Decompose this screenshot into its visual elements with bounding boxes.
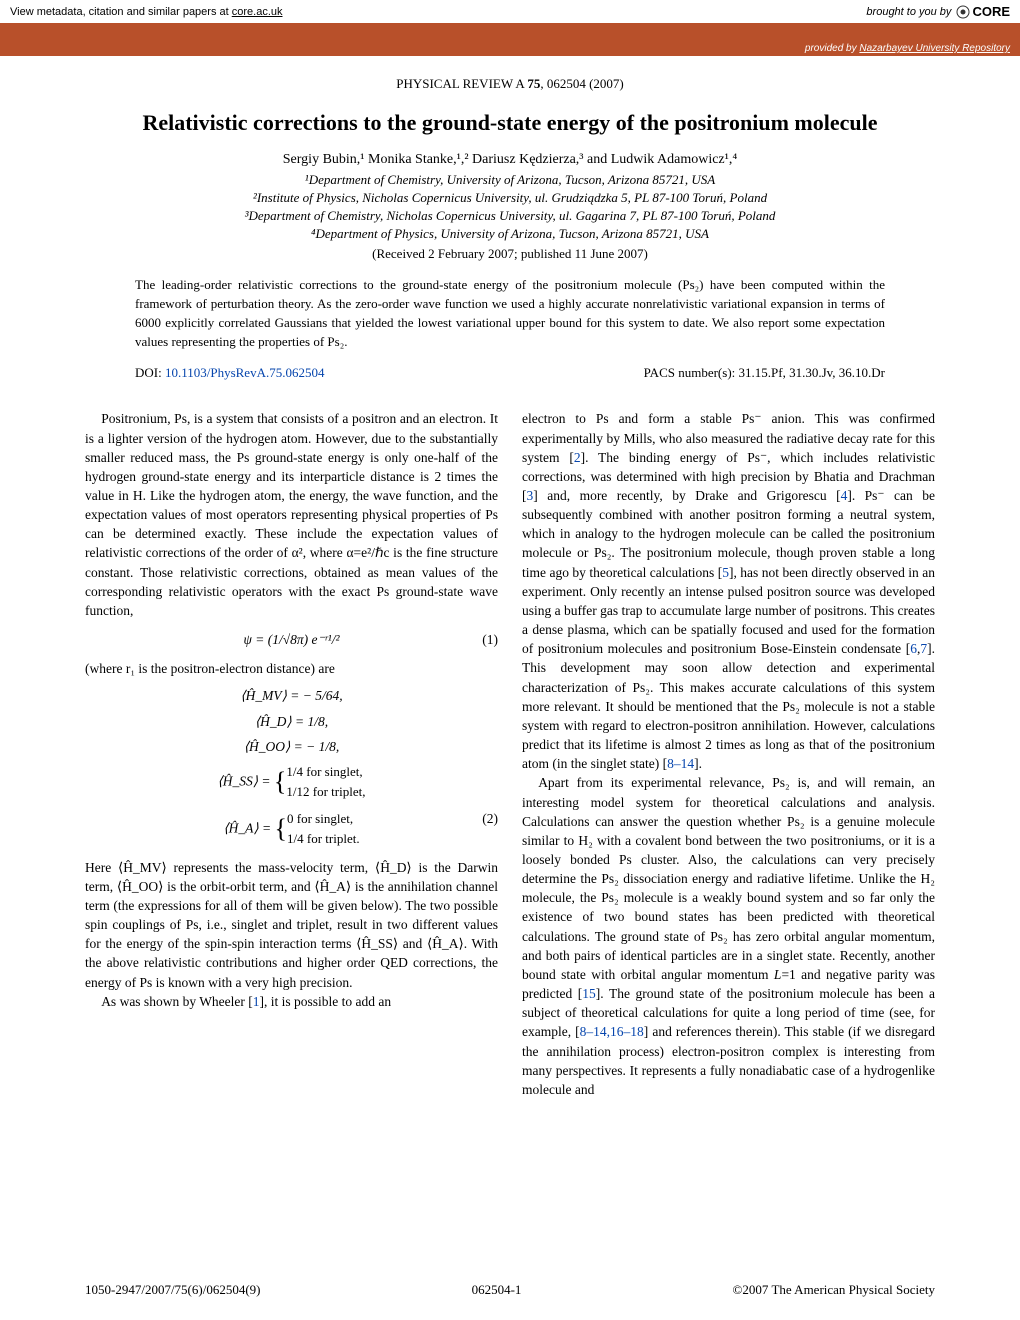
doi-pacs-row: DOI: 10.1103/PhysRevA.75.062504 PACS num… — [135, 365, 885, 381]
journal-name: PHYSICAL REVIEW A — [396, 76, 527, 91]
abstract: The leading-order relativistic correctio… — [135, 276, 885, 351]
column-left: Positronium, Ps, is a system that consis… — [85, 409, 498, 1099]
received-date: (Received 2 February 2007; published 11 … — [85, 246, 935, 262]
paper-title: Relativistic corrections to the ground-s… — [85, 110, 935, 136]
footer-center: 062504-1 — [472, 1282, 522, 1298]
ref-3[interactable]: 3 — [527, 488, 534, 503]
para-2: (where r₁ is the positron-electron dista… — [85, 659, 498, 678]
ref-4[interactable]: 4 — [841, 488, 848, 503]
eq-a-label: ⟨Ĥ_A⟩ = — [223, 820, 274, 835]
footer-left: 1050-2947/2007/75(6)/062504(9) — [85, 1282, 260, 1298]
eq-ss: ⟨Ĥ_SS⟩ = { 1/4 for singlet, 1/12 for tri… — [85, 762, 498, 803]
metadata-bar: View metadata, citation and similar pape… — [0, 0, 1020, 23]
brought-by-text: brought to you by — [866, 6, 951, 18]
para-3: Here ⟨Ĥ_MV⟩ represents the mass-velocity… — [85, 858, 498, 992]
ref-8-18[interactable]: 8–14,16–18 — [580, 1024, 644, 1039]
ref-15[interactable]: 15 — [582, 986, 596, 1001]
eq-ss-singlet: 1/4 for singlet, — [286, 763, 365, 781]
para-r2: Apart from its experimental relevance, P… — [522, 773, 935, 1099]
doi-link[interactable]: 10.1103/PhysRevA.75.062504 — [165, 365, 325, 380]
core-link[interactable]: core.ac.uk — [232, 6, 283, 18]
eq-d: ⟨Ĥ_D⟩ = 1/8, — [85, 712, 498, 731]
eq1-body: ψ = (1/√8π) e⁻ʳ¹/² — [244, 632, 340, 647]
journal-citation: , 062504 (2007) — [540, 76, 623, 91]
pacs: PACS number(s): 31.15.Pf, 31.30.Jv, 36.1… — [644, 365, 885, 381]
eq-a-triplet: 1/4 for triplet. — [287, 830, 360, 848]
eq2-number: (2) — [482, 809, 498, 828]
orange-divider — [0, 23, 1020, 41]
para-1: Positronium, Ps, is a system that consis… — [85, 409, 498, 620]
core-icon — [956, 5, 970, 19]
eq-a: ⟨Ĥ_A⟩ = { 0 for singlet, 1/4 for triplet… — [85, 809, 498, 850]
ref-2[interactable]: 2 — [574, 450, 581, 465]
paper-content: PHYSICAL REVIEW A 75, 062504 (2007) Rela… — [0, 56, 1020, 1129]
ref-1[interactable]: 1 — [253, 994, 260, 1009]
affiliation-2: ²Institute of Physics, Nicholas Copernic… — [85, 190, 935, 206]
eq-mv: ⟨Ĥ_MV⟩ = − 5/64, — [85, 686, 498, 705]
journal-volume: 75 — [527, 76, 540, 91]
doi-label: DOI: — [135, 365, 165, 380]
equation-1: ψ = (1/√8π) e⁻ʳ¹/² (1) — [85, 630, 498, 649]
column-right: electron to Ps and form a stable Ps⁻ ani… — [522, 409, 935, 1099]
ref-5[interactable]: 5 — [722, 565, 729, 580]
eq-ss-label: ⟨Ĥ_SS⟩ = — [218, 773, 274, 788]
journal-header: PHYSICAL REVIEW A 75, 062504 (2007) — [85, 76, 935, 92]
core-logo[interactable]: CORE — [956, 4, 1010, 19]
affiliation-4: ⁴Department of Physics, University of Ar… — [85, 226, 935, 242]
authors: Sergiy Bubin,¹ Monika Stanke,¹,² Dariusz… — [85, 152, 935, 168]
repository-bar: provided by Nazarbayev University Reposi… — [0, 41, 1020, 56]
ref-8-14a[interactable]: 8–14 — [667, 756, 694, 771]
metadata-left: View metadata, citation and similar pape… — [10, 6, 283, 18]
repo-link[interactable]: Nazarbayev University Repository — [859, 43, 1010, 54]
eq-a-singlet: 0 for singlet, — [287, 810, 360, 828]
eq-oo: ⟨Ĥ_OO⟩ = − 1/8, — [85, 737, 498, 756]
eq1-number: (1) — [482, 630, 498, 649]
metadata-text: View metadata, citation and similar pape… — [10, 6, 232, 18]
eq-ss-triplet: 1/12 for triplet, — [286, 783, 365, 801]
metadata-right: brought to you by CORE — [866, 4, 1010, 19]
repo-text: provided by — [805, 43, 859, 54]
doi: DOI: 10.1103/PhysRevA.75.062504 — [135, 365, 324, 381]
page-footer: 1050-2947/2007/75(6)/062504(9) 062504-1 … — [85, 1282, 935, 1298]
ref-6[interactable]: 6 — [910, 641, 917, 656]
affiliation-3: ³Department of Chemistry, Nicholas Coper… — [85, 208, 935, 224]
core-label: CORE — [972, 4, 1010, 19]
para-r1: electron to Ps and form a stable Ps⁻ ani… — [522, 409, 935, 773]
footer-right: ©2007 The American Physical Society — [733, 1282, 935, 1298]
para-4: As was shown by Wheeler [1], it is possi… — [85, 992, 498, 1011]
affiliation-1: ¹Department of Chemistry, University of … — [85, 172, 935, 188]
body-columns: Positronium, Ps, is a system that consis… — [85, 409, 935, 1099]
equation-block-2: ⟨Ĥ_MV⟩ = − 5/64, ⟨Ĥ_D⟩ = 1/8, ⟨Ĥ_OO⟩ = −… — [85, 686, 498, 849]
ref-7[interactable]: 7 — [920, 641, 927, 656]
